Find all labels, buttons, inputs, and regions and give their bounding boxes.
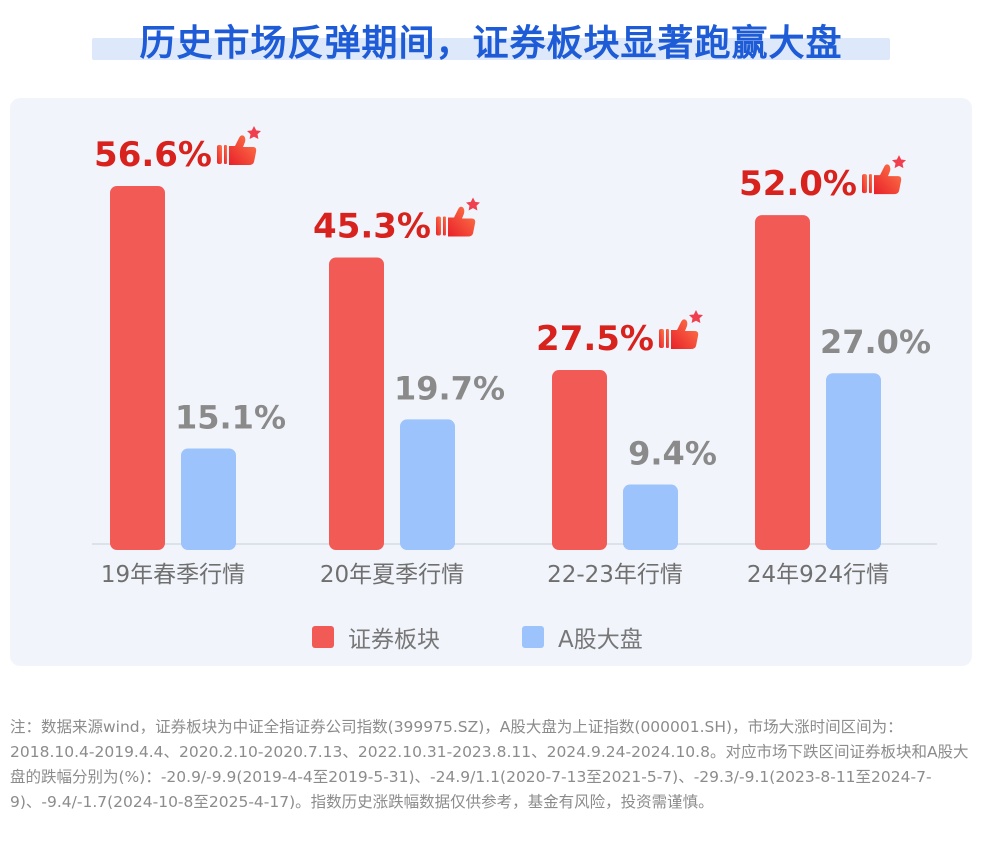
bar-securities-2	[329, 257, 384, 550]
data-label-a-share-4: 27.0%	[820, 323, 931, 361]
footnote: 注：数据来源wind，证券板块为中证全指证券公司指数(399975.SZ)，A股…	[10, 718, 969, 811]
thumbs-up-icon	[862, 155, 906, 195]
page-title: 历史市场反弹期间，证券板块显著跑赢大盘	[139, 23, 843, 64]
thumbs-up-icon	[659, 310, 703, 350]
data-label-securities-4: 52.0%	[739, 164, 857, 204]
legend-swatch-a-share	[522, 626, 544, 648]
category-label-3: 22-23年行情	[547, 562, 683, 588]
category-label-1: 19年春季行情	[101, 562, 245, 588]
bar-securities-3	[552, 370, 607, 550]
data-label-securities-2: 45.3%	[313, 206, 431, 246]
bar-securities-1	[110, 186, 165, 550]
bar-a-share-1	[181, 448, 236, 550]
legend-item-securities: 证券板块	[312, 620, 440, 654]
bar-a-share-4	[826, 373, 881, 550]
legend: 证券板块 A股大盘	[0, 620, 982, 653]
bar-a-share-2	[400, 419, 455, 550]
bar-a-share-3	[623, 484, 678, 550]
title-highlight	[92, 38, 890, 60]
bar-securities-4	[755, 215, 810, 551]
thumbs-up-icon	[436, 197, 480, 237]
data-label-a-share-3: 9.4%	[628, 435, 717, 473]
thumbs-up-icon	[217, 126, 261, 165]
legend-label-a-share: A股大盘	[558, 627, 643, 653]
data-label-a-share-1: 15.1%	[175, 398, 286, 436]
data-label-a-share-2: 19.7%	[394, 369, 505, 407]
data-label-securities-3: 27.5%	[536, 319, 654, 359]
chart-panel	[10, 98, 972, 666]
category-label-4: 24年924行情	[747, 562, 889, 588]
legend-label-securities: 证券板块	[348, 627, 440, 653]
title-area: 历史市场反弹期间，证券板块显著跑赢大盘	[0, 0, 982, 80]
category-label-2: 20年夏季行情	[320, 562, 464, 588]
data-label-securities-1: 56.6%	[94, 135, 212, 175]
legend-swatch-securities	[312, 626, 334, 648]
legend-item-a-share: A股大盘	[522, 620, 643, 654]
